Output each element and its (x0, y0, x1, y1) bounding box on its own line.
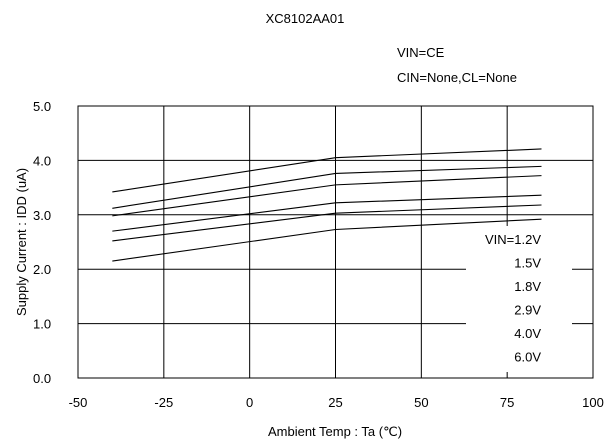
series-line (112, 204, 542, 242)
x-axis-label: Ambient Temp : Ta (℃) (268, 424, 402, 439)
x-tick-label: 50 (414, 395, 428, 410)
y-tick-label: 5.0 (33, 99, 51, 114)
y-tick-label: 3.0 (33, 208, 51, 223)
series-line (112, 165, 542, 209)
legend-entry: 6.0V (514, 350, 541, 365)
x-tick-label: 100 (582, 395, 604, 410)
series-line (112, 194, 542, 232)
series-line (112, 175, 542, 217)
legend-entry: 1.5V (514, 256, 541, 271)
series-line (112, 148, 542, 193)
legend-entry: 1.8V (514, 279, 541, 294)
y-tick-label: 0.0 (33, 371, 51, 386)
y-tick-label: 2.0 (33, 262, 51, 277)
legend-entry: 4.0V (514, 326, 541, 341)
y-axis-label: Supply Current : IDD (uA) (14, 168, 29, 316)
legend-entry: 2.9V (514, 303, 541, 318)
x-tick-label: -50 (69, 395, 88, 410)
legend-box (466, 226, 572, 372)
x-tick-label: 75 (500, 395, 514, 410)
y-tick-label: 1.0 (33, 317, 51, 332)
chart-title: XC8102AA01 (266, 11, 345, 26)
legend: VIN=1.2V 1.5V 1.8V 2.9V 4.0V 6.0V (466, 226, 572, 372)
condition-line-1: VIN=CE (397, 45, 445, 60)
x-tick-label: 25 (328, 395, 342, 410)
x-tick-label: -25 (154, 395, 173, 410)
condition-line-2: CIN=None,CL=None (397, 70, 517, 85)
plot-area-frame (77, 105, 594, 379)
legend-entry: VIN=1.2V (485, 232, 541, 247)
x-tick-label: 0 (246, 395, 253, 410)
y-tick-label: 4.0 (33, 153, 51, 168)
series-layer (112, 148, 542, 262)
tick-labels: -50 -25 0 25 50 75 100 0.0 1.0 2.0 3.0 4.0 5.0 (33, 99, 604, 410)
series-line (112, 218, 542, 262)
